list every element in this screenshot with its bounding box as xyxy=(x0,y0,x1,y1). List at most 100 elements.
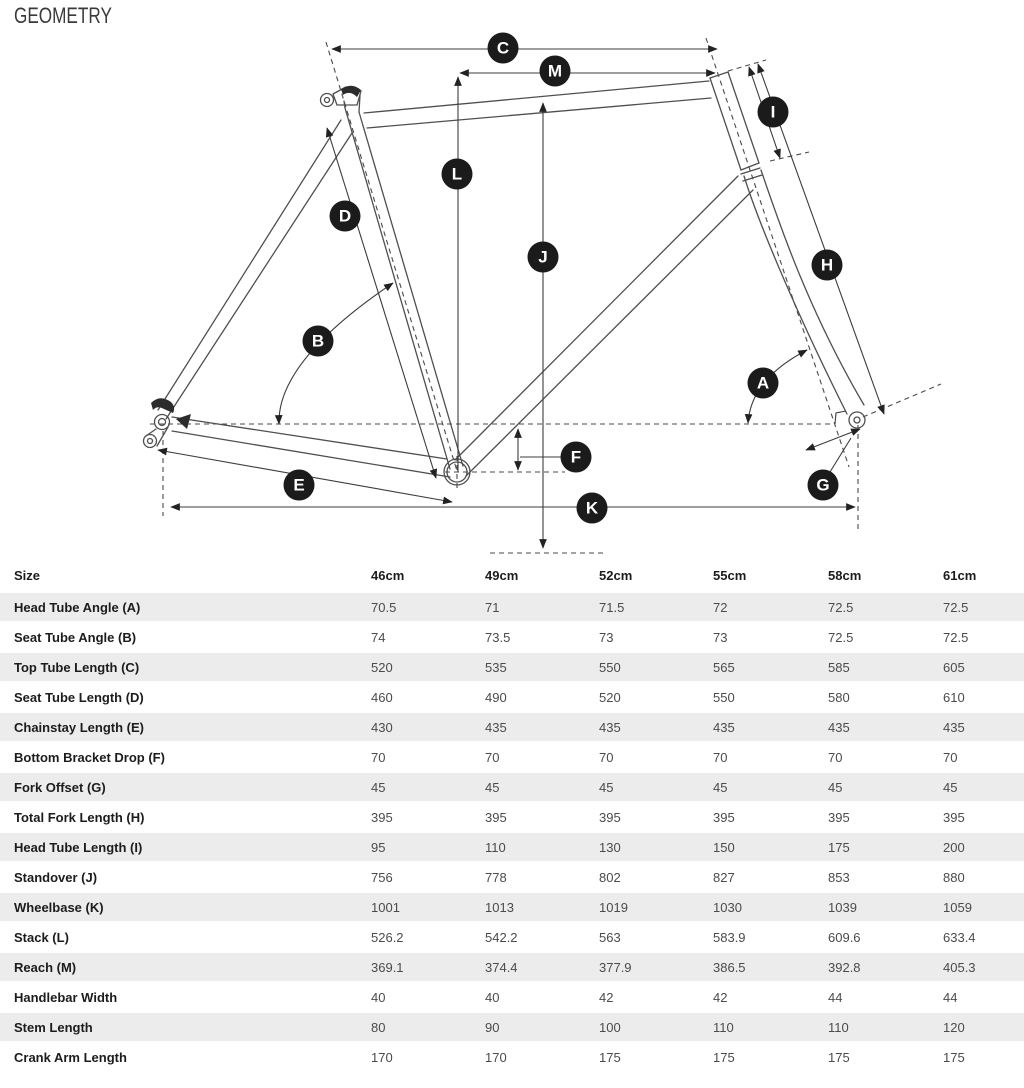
row-value: 45 xyxy=(713,779,728,795)
row-value: 392.8 xyxy=(828,959,861,975)
dim-label-m: M xyxy=(539,55,571,87)
dim-label-d: D xyxy=(329,200,361,232)
row-value: 40 xyxy=(371,989,386,1005)
row-value: 580 xyxy=(828,689,850,705)
row-label: Seat Tube Angle (B) xyxy=(14,629,137,645)
row-value: 405.3 xyxy=(943,959,976,975)
row-value: 395 xyxy=(599,809,621,825)
row-value: 73.5 xyxy=(485,629,511,645)
geometry-table: Size 46cm 49cm 52cm 55cm 58cm 61cm Head Tube An… xyxy=(0,558,1024,1072)
row-value: 130 xyxy=(599,839,621,855)
row-value: 74 xyxy=(371,629,386,645)
dim-label-h: H xyxy=(811,249,843,281)
row-value: 802 xyxy=(599,869,621,885)
row-value: 73 xyxy=(713,629,728,645)
row-label: Bottom Bracket Drop (F) xyxy=(14,749,165,765)
row-value: 42 xyxy=(713,989,728,1005)
row-label: Seat Tube Length (D) xyxy=(14,689,144,705)
row-value: 170 xyxy=(485,1049,507,1065)
row-value: 72.5 xyxy=(943,629,969,645)
table-row: Reach (M) 369.1 374.4 377.9 386.5 392.8 405.3 xyxy=(0,952,1024,982)
row-label: Standover (J) xyxy=(14,869,98,885)
frame-geometry-diagram: A B C D E F G H I J K L M xyxy=(142,32,942,554)
row-value: 150 xyxy=(713,839,735,855)
row-value: 40 xyxy=(485,989,500,1005)
row-value: 44 xyxy=(943,989,958,1005)
row-value: 45 xyxy=(599,779,614,795)
dim-label-j: J xyxy=(527,241,559,273)
row-value: 200 xyxy=(943,839,965,855)
dim-label-c: C xyxy=(487,32,519,64)
row-value: 175 xyxy=(599,1049,621,1065)
table-row: Crank Arm Length 170 170 175 175 175 175 xyxy=(0,1042,1024,1072)
dim-label-i: I xyxy=(757,96,789,128)
row-label: Handlebar Width xyxy=(14,989,118,1005)
row-value: 45 xyxy=(485,779,500,795)
dim-label-e: E xyxy=(283,469,315,501)
row-value: 45 xyxy=(371,779,386,795)
row-value: 100 xyxy=(599,1019,621,1035)
dim-label-k: K xyxy=(576,492,608,524)
column-header-58cm: 58cm xyxy=(828,567,862,583)
table-row: Stack (L) 526.2 542.2 563 583.9 609.6 633.4 xyxy=(0,922,1024,952)
row-value: 395 xyxy=(713,809,735,825)
table-row: Chainstay Length (E) 430 435 435 435 435 435 xyxy=(0,712,1024,742)
row-value: 550 xyxy=(599,659,621,675)
row-value: 1013 xyxy=(485,899,514,915)
row-value: 430 xyxy=(371,719,393,735)
row-value: 395 xyxy=(828,809,850,825)
row-value: 1059 xyxy=(943,899,972,915)
page-title: GEOMETRY xyxy=(14,3,112,28)
row-value: 170 xyxy=(371,1049,393,1065)
column-header-46cm: 46cm xyxy=(371,567,405,583)
row-value: 175 xyxy=(713,1049,735,1065)
bike-frame-drawing-icon xyxy=(142,37,942,554)
row-value: 110 xyxy=(485,839,506,855)
row-value: 44 xyxy=(828,989,843,1005)
table-header-row: Size 46cm 49cm 52cm 55cm 58cm 61cm xyxy=(0,558,1024,592)
row-value: 45 xyxy=(828,779,843,795)
row-value: 605 xyxy=(943,659,965,675)
row-value: 175 xyxy=(943,1049,965,1065)
row-value: 526.2 xyxy=(371,929,404,945)
row-value: 70 xyxy=(371,749,386,765)
row-value: 435 xyxy=(828,719,850,735)
row-value: 95 xyxy=(371,839,386,855)
table-row: Fork Offset (G) 45 45 45 45 45 45 xyxy=(0,772,1024,802)
row-value: 490 xyxy=(485,689,507,705)
row-value: 778 xyxy=(485,869,507,885)
row-value: 535 xyxy=(485,659,507,675)
row-label: Reach (M) xyxy=(14,959,77,975)
row-value: 827 xyxy=(713,869,735,885)
table-row: Stem Length 80 90 100 110 110 120 xyxy=(0,1012,1024,1042)
row-value: 45 xyxy=(943,779,958,795)
dim-label-g: G xyxy=(807,469,839,501)
row-value: 583.9 xyxy=(713,929,746,945)
table-row: Bottom Bracket Drop (F) 70 70 70 70 70 70 xyxy=(0,742,1024,772)
row-value: 395 xyxy=(371,809,393,825)
row-value: 80 xyxy=(371,1019,386,1035)
row-value: 120 xyxy=(943,1019,965,1035)
row-label: Chainstay Length (E) xyxy=(14,719,145,735)
row-value: 70 xyxy=(828,749,843,765)
table-row: Seat Tube Length (D) 460 490 520 550 580 610 xyxy=(0,682,1024,712)
row-value: 386.5 xyxy=(713,959,746,975)
row-value: 72.5 xyxy=(943,599,969,615)
column-header-49cm: 49cm xyxy=(485,567,519,583)
row-value: 520 xyxy=(371,659,393,675)
dim-label-l: L xyxy=(441,158,473,190)
row-value: 435 xyxy=(599,719,621,735)
row-value: 374.4 xyxy=(485,959,518,975)
row-value: 585 xyxy=(828,659,850,675)
row-value: 73 xyxy=(599,629,614,645)
row-value: 435 xyxy=(943,719,965,735)
row-label: Crank Arm Length xyxy=(14,1049,127,1065)
row-value: 520 xyxy=(599,689,621,705)
row-value: 756 xyxy=(371,869,393,885)
row-label: Stack (L) xyxy=(14,929,69,945)
row-value: 1039 xyxy=(828,899,857,915)
row-value: 42 xyxy=(599,989,614,1005)
row-value: 369.1 xyxy=(371,959,404,975)
table-row: Head Tube Angle (A) 70.5 71 71.5 72 72.5 72.5 xyxy=(0,592,1024,622)
